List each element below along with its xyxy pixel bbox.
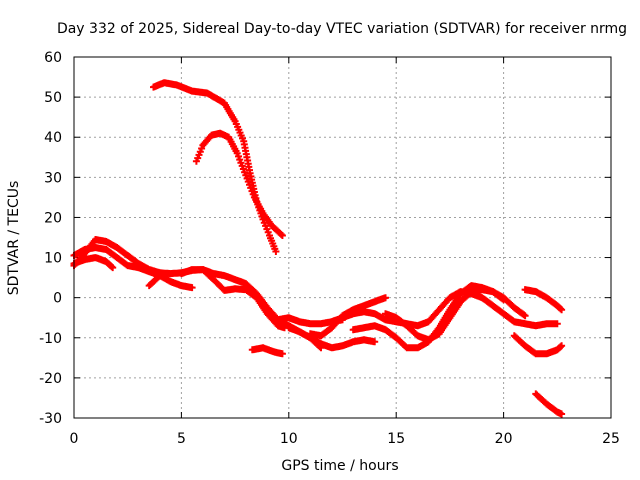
series-arc2 [192, 129, 286, 239]
series-arc8 [248, 344, 286, 358]
x-tick-label: 5 [177, 431, 186, 447]
plot-frame [73, 56, 612, 419]
grid-lines [74, 57, 611, 418]
point-markers [510, 332, 566, 358]
series-arc17 [532, 390, 566, 418]
y-tick-label: -30 [39, 411, 62, 427]
y-tick-label: 20 [44, 210, 62, 226]
point-markers [532, 390, 566, 418]
y-tick-label: 0 [53, 291, 62, 307]
axis-ticks [73, 56, 612, 419]
point-markers [248, 344, 286, 358]
series-arc6 [145, 272, 196, 292]
y-tick-label: -20 [39, 371, 62, 387]
x-tick-label: 0 [70, 431, 79, 447]
y-tick-label: 30 [44, 170, 62, 186]
x-tick-label: 25 [602, 431, 620, 447]
tick-labels: 0 5 10 15 20 25 -30 -20 -10 0 10 20 30 40 50 60 [39, 50, 620, 447]
point-markers [177, 266, 346, 328]
y-tick-label: 50 [44, 90, 62, 106]
y-tick-label: -10 [39, 331, 62, 347]
point-markers [285, 324, 325, 352]
y-tick-label: 40 [44, 130, 62, 146]
point-markers [382, 286, 508, 344]
series-arc1 [150, 79, 280, 255]
point-markers [192, 129, 286, 239]
y-axis-label: SDTVAR / TECUs [6, 181, 22, 296]
series-arc16 [510, 332, 566, 358]
series-arc15 [521, 286, 566, 314]
series-arc10 [285, 324, 325, 352]
series-arc7 [177, 266, 346, 328]
point-markers [145, 272, 196, 292]
x-tick-label: 20 [495, 431, 513, 447]
x-tick-label: 10 [280, 431, 298, 447]
y-tick-label: 60 [44, 50, 62, 66]
chart-title: Day 332 of 2025, Sidereal Day-to-day VTE… [57, 21, 627, 37]
data-series [70, 79, 566, 418]
y-tick-label: 10 [44, 251, 62, 267]
point-markers [521, 286, 566, 314]
series-arc14 [382, 286, 508, 344]
x-axis-label: GPS time / hours [281, 458, 398, 474]
point-markers [150, 79, 280, 255]
x-tick-label: 15 [387, 431, 405, 447]
